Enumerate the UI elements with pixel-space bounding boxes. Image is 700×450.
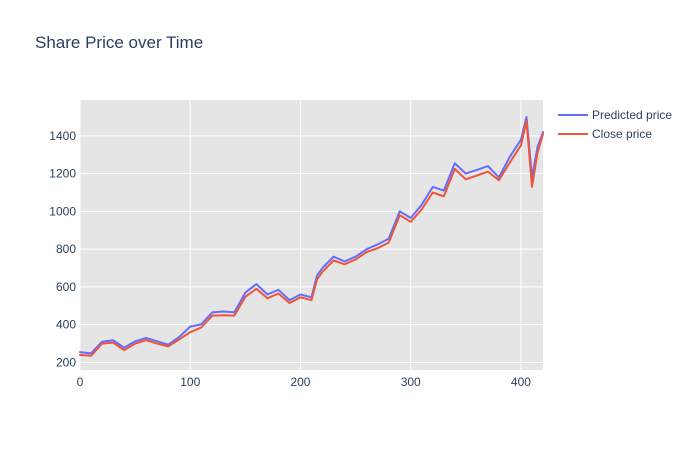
tick-labels: 0 100 200 300 400 200 400 600 800 1000 1200 1400 <box>49 129 531 389</box>
y-tick-label: 800 <box>56 242 76 256</box>
series-line-close-price <box>79 119 544 357</box>
legend-item-predicted-price[interactable]: Predicted price <box>558 108 672 122</box>
chart-title: Share Price over Time <box>35 33 204 52</box>
y-tick-label: 1200 <box>49 167 76 181</box>
legend[interactable]: Predicted price Close price <box>558 108 672 141</box>
y-tick-label: 200 <box>56 355 76 369</box>
x-tick-label: 300 <box>401 375 421 389</box>
y-tick-label: 400 <box>56 318 76 332</box>
legend-label: Close price <box>592 127 652 141</box>
legend-label: Predicted price <box>592 108 672 122</box>
x-tick-label: 400 <box>511 375 531 389</box>
plot-area <box>80 100 543 370</box>
y-tick-label: 1000 <box>49 204 76 218</box>
legend-item-close-price[interactable]: Close price <box>558 127 652 141</box>
x-tick-label: 0 <box>77 375 84 389</box>
x-tick-label: 200 <box>290 375 310 389</box>
y-tick-label: 1400 <box>49 129 76 143</box>
y-tick-label: 600 <box>56 280 76 294</box>
series-layer <box>79 116 544 357</box>
x-tick-label: 100 <box>180 375 200 389</box>
series-line-predicted-price <box>79 116 544 355</box>
